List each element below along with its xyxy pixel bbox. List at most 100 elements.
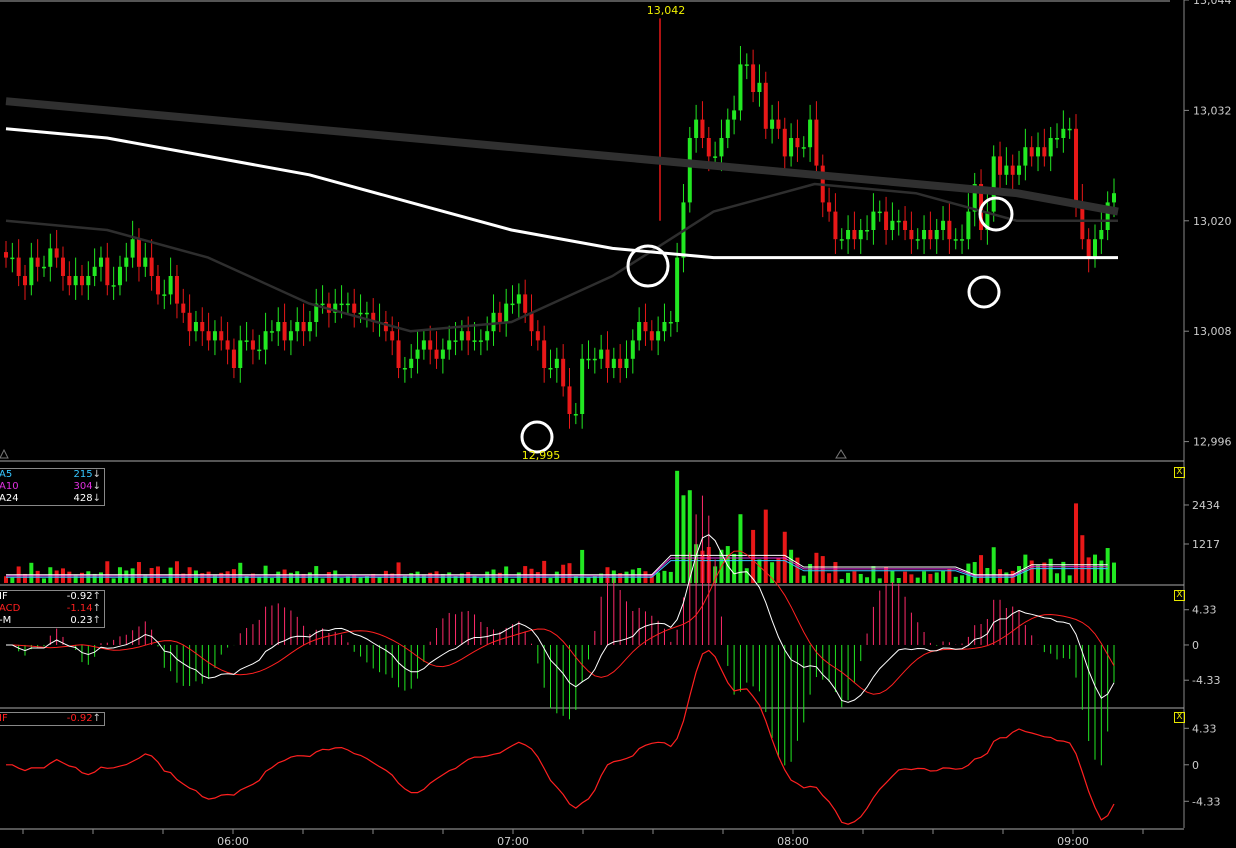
volume-bar: [991, 547, 996, 583]
candle-body: [415, 349, 420, 359]
candle-body: [662, 322, 667, 332]
candle-body: [1004, 165, 1009, 175]
candle-body: [421, 340, 426, 350]
candle-body: [453, 340, 458, 342]
volume-bar: [668, 571, 673, 583]
volume-bar: [915, 577, 920, 583]
dif-legend: IF -0.92↑: [0, 712, 105, 726]
candle-body: [548, 368, 553, 370]
volume-bar: [136, 562, 141, 583]
legend-label: IF: [0, 591, 8, 602]
candle-body: [117, 266, 122, 286]
candle-body: [858, 230, 863, 240]
candle-body: [219, 331, 224, 341]
candle-body: [314, 303, 319, 322]
candle-body: [345, 303, 350, 306]
candle-body: [29, 257, 34, 286]
candle-body: [86, 276, 91, 286]
volume-bar: [877, 578, 882, 583]
volume-bar: [440, 573, 445, 583]
volume-bar: [649, 573, 654, 583]
marker-triangle: [835, 449, 847, 459]
candle-body: [833, 211, 838, 240]
candle-body: [269, 331, 274, 333]
candle-body: [1042, 147, 1047, 157]
volume-bar: [364, 576, 369, 583]
volume-ma-line: [6, 554, 1108, 576]
volume-bar: [92, 573, 97, 583]
volume-bar: [833, 562, 838, 583]
candle-body: [390, 331, 395, 341]
volume-bar: [852, 571, 857, 583]
volume-bar: [200, 573, 205, 583]
close-macd-panel-button[interactable]: X: [1174, 590, 1185, 601]
candle-body: [624, 358, 629, 368]
x-tick-label: 08:00: [777, 835, 809, 848]
candle-body: [915, 239, 920, 241]
volume-bar: [687, 490, 692, 583]
volume-bar: [459, 573, 464, 583]
highlight-circle: [978, 196, 1014, 232]
candle-body: [98, 257, 103, 267]
volume-bar: [580, 549, 585, 583]
candle-body: [206, 331, 211, 341]
candle-body: [41, 266, 46, 269]
volume-bar: [738, 514, 743, 583]
legend-arrow: ↑: [92, 603, 101, 614]
candle-body: [865, 230, 870, 232]
volume-bar: [1042, 562, 1047, 583]
candle-body: [200, 322, 205, 332]
volume-bar: [1048, 558, 1053, 583]
candle-body: [428, 340, 433, 350]
volume-bar: [143, 574, 148, 583]
candle-body: [763, 82, 768, 129]
volume-bar: [725, 546, 730, 583]
legend-value: 215: [73, 469, 93, 480]
volume-bar: [618, 573, 623, 583]
volume-bar: [972, 562, 977, 583]
candle-body: [371, 312, 376, 322]
candle-body: [250, 340, 255, 350]
candle-body: [257, 349, 262, 352]
candle-body: [510, 303, 515, 306]
candle-body: [516, 294, 521, 304]
candle-body: [35, 257, 40, 267]
y-tick-label: 13,044: [1193, 0, 1232, 7]
volume-bar: [1099, 560, 1104, 583]
candle-body: [605, 349, 610, 368]
volume-bar: [352, 574, 357, 583]
candle-body: [459, 331, 464, 341]
volume-bar: [1112, 562, 1116, 583]
legend-value: 0.23: [70, 615, 93, 626]
volume-bar: [865, 577, 870, 583]
candle-body: [10, 257, 15, 260]
y-tick-label: 0: [1192, 639, 1199, 652]
candle-body: [649, 331, 654, 341]
volume-bar: [795, 557, 800, 583]
candle-body: [561, 358, 566, 387]
volume-bar: [478, 577, 483, 583]
candle-body: [535, 331, 540, 341]
candle-body: [440, 349, 445, 359]
close-dif-panel-button[interactable]: X: [1174, 712, 1185, 723]
y-tick-label: -4.33: [1192, 795, 1220, 808]
volume-bar: [396, 562, 401, 583]
candle-body: [497, 312, 502, 322]
volume-bar: [922, 571, 927, 583]
candle-body: [896, 220, 901, 223]
volume-bar: [1080, 535, 1085, 583]
candle-body: [225, 340, 230, 350]
close-volume-panel-button[interactable]: X: [1174, 467, 1185, 478]
volume-bar: [763, 509, 768, 583]
volume-bar: [909, 574, 914, 583]
candle-body: [16, 257, 21, 276]
candle-body: [352, 303, 357, 313]
candle-body: [846, 230, 851, 240]
candle-body: [60, 257, 65, 276]
candle-body: [725, 119, 730, 138]
volume-bar: [22, 573, 27, 583]
volume-bar: [250, 573, 255, 583]
candle-body: [776, 119, 781, 129]
candle-body: [656, 331, 661, 341]
